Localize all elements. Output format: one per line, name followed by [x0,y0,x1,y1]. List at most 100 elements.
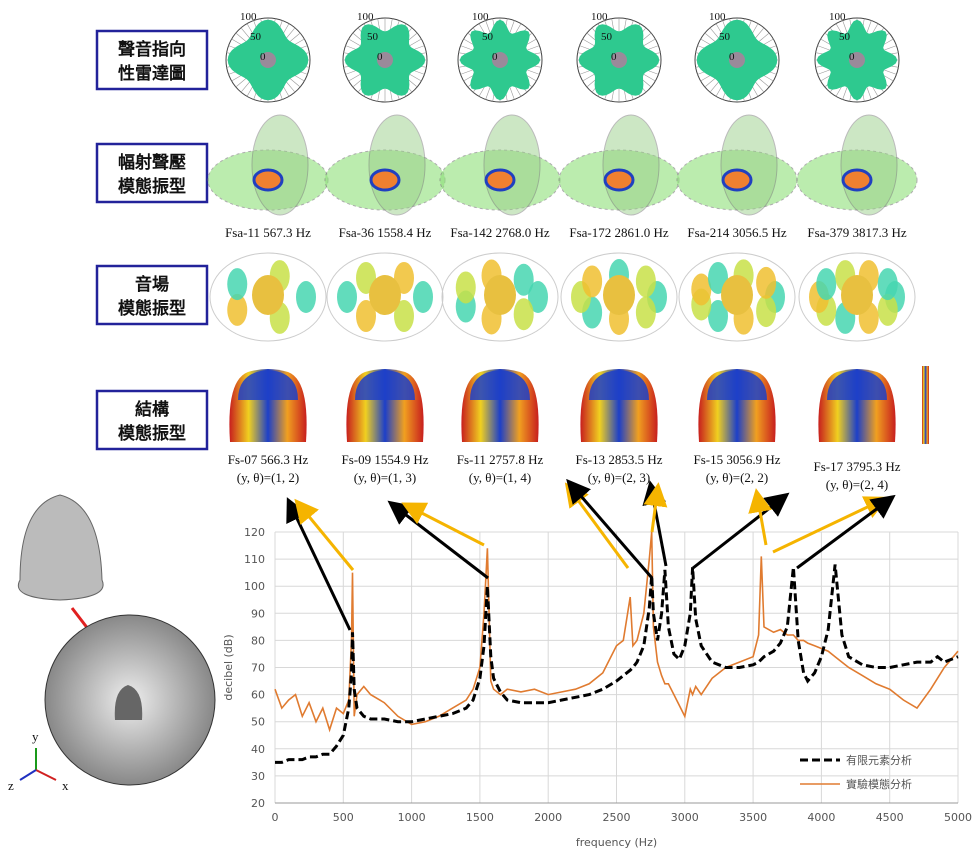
y-tick-label: 100 [244,580,265,593]
mesh-model: y x z [8,495,215,793]
x-tick-label: 2500 [603,811,631,824]
acoustic-mode-label: Fsa-11 567.3 Hz [225,225,311,240]
field-blob [456,271,476,303]
radar-tick-label: 0 [611,51,617,63]
radar-tick-label: 50 [367,31,379,43]
field-blob [484,275,516,315]
arrow [572,492,628,568]
y-axis-label: decibel (dB) [222,634,235,700]
pressure-core [605,170,633,190]
arrow [292,508,350,630]
structural-mode-label: Fs-17 3795.3 Hz [813,459,900,474]
field-blob [841,275,873,315]
legend-label: 實驗模態分析 [846,777,912,791]
structural-mode-label: Fs-13 2853.5 Hz [575,452,662,467]
acoustic-mode-label: Fsa-379 3817.3 Hz [807,225,907,240]
axis-z-label: z [8,778,14,793]
axis-z [20,770,36,780]
x-tick-label: 3500 [739,811,767,824]
radar-tick-label: 100 [240,11,257,23]
x-tick-label: 1000 [398,811,426,824]
structural-mode-label: Fs-15 3056.9 Hz [693,452,780,467]
field-blob [252,275,284,315]
structural-mode-label: Fs-07 566.3 Hz [228,452,309,467]
y-tick-label: 110 [244,553,265,566]
radar-tick-label: 0 [260,51,266,63]
arrow [693,500,780,568]
pressure-mode [721,115,777,215]
x-tick-label: 500 [333,811,354,824]
arrow [758,500,766,545]
x-tick-label: 0 [272,811,279,824]
pressure-core [371,170,399,190]
pressure-mode [252,115,308,215]
x-tick-label: 1500 [466,811,494,824]
bell-mesh [18,495,103,600]
color-bar [922,366,929,444]
field-blob [878,268,898,300]
pressure-core [254,170,282,190]
structural-mode-label: Fs-11 2757.8 Hz [457,452,544,467]
radar-tick-label: 50 [839,31,851,43]
structural-mode-shape: (y, θ)=(1, 4) [469,470,532,485]
pressure-core [486,170,514,190]
acoustic-mode-label: Fsa-172 2861.0 Hz [569,225,669,240]
radar-tick-label: 100 [591,11,608,23]
radar-tick-label: 0 [729,51,735,63]
y-tick-label: 30 [251,770,265,783]
arrow [652,492,666,566]
structural-mode-shape: (y, θ)=(2, 4) [826,477,889,492]
structural-mode-shape: (y, θ)=(1, 2) [237,470,300,485]
field-blob [369,275,401,315]
radar-tick-label: 50 [719,31,731,43]
row-label: 聲音指向 [118,39,186,60]
axis-x [36,770,56,780]
arrow [302,508,353,570]
y-tick-label: 60 [251,689,265,702]
field-blob [756,295,776,327]
pressure-core [843,170,871,190]
y-tick-label: 90 [251,607,265,620]
axis-x-label: x [62,778,69,793]
pressure-core [723,170,751,190]
field-blob [721,275,753,315]
field-blob [636,265,656,297]
x-tick-label: 5000 [944,811,972,824]
field-blob [227,268,247,300]
field-blob [636,297,656,329]
radar-tick-label: 100 [357,11,374,23]
x-axis-label: frequency (Hz) [576,836,657,849]
field-blob [514,264,534,296]
structural-mode-label: Fs-09 1554.9 Hz [341,452,428,467]
pressure-mode [484,115,540,215]
field-blob [296,281,316,313]
radar-tick-label: 100 [709,11,726,23]
field-blob [413,281,433,313]
structural-mode-shape: (y, θ)=(2, 3) [588,470,651,485]
radar-tick-label: 100 [472,11,489,23]
arrow [773,502,878,552]
acoustic-mode-label: Fsa-214 3056.5 Hz [687,225,787,240]
x-tick-label: 4000 [807,811,835,824]
row-label: 模態振型 [118,298,186,319]
radar-tick-label: 50 [482,31,494,43]
y-tick-label: 120 [244,526,265,539]
axis-y-label: y [32,729,39,744]
structural-mode-shape: (y, θ)=(2, 2) [706,470,769,485]
row-label: 模態振型 [118,176,186,197]
y-tick-label: 80 [251,634,265,647]
field-blob [337,281,357,313]
row-label: 結構 [135,399,169,420]
structural-mode-shape: (y, θ)=(1, 3) [354,470,417,485]
radar-tick-label: 0 [492,51,498,63]
x-tick-label: 3000 [671,811,699,824]
y-tick-label: 70 [251,662,265,675]
acoustic-mode-label: Fsa-36 1558.4 Hz [339,225,432,240]
y-tick-label: 50 [251,716,265,729]
y-tick-label: 40 [251,743,265,756]
field-blob [514,298,534,330]
radar-tick-label: 50 [250,31,262,43]
row-label: 性雷達圖 [118,63,186,84]
radar-tick-label: 0 [849,51,855,63]
legend-label: 有限元素分析 [846,753,912,767]
